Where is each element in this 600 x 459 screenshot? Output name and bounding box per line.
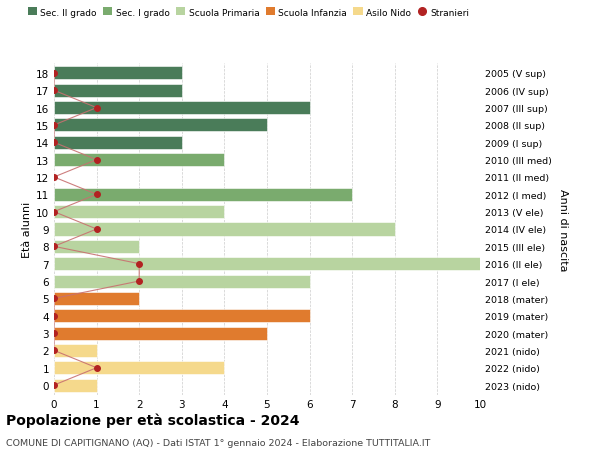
Bar <box>54 257 480 271</box>
Bar <box>54 309 310 323</box>
Bar <box>54 223 395 236</box>
Bar <box>54 84 182 98</box>
Bar <box>54 102 310 115</box>
Y-axis label: Anni di nascita: Anni di nascita <box>559 188 568 271</box>
Bar <box>54 275 310 288</box>
Bar <box>54 292 139 305</box>
Bar <box>54 136 182 150</box>
Bar <box>54 154 224 167</box>
Y-axis label: Età alunni: Età alunni <box>22 202 32 257</box>
Bar <box>54 361 224 375</box>
Bar <box>54 379 97 392</box>
Bar <box>54 327 267 340</box>
Text: Popolazione per età scolastica - 2024: Popolazione per età scolastica - 2024 <box>6 413 299 428</box>
Bar <box>54 188 352 202</box>
Legend: Sec. II grado, Sec. I grado, Scuola Primaria, Scuola Infanzia, Asilo Nido, Stran: Sec. II grado, Sec. I grado, Scuola Prim… <box>24 5 473 21</box>
Bar <box>54 119 267 132</box>
Bar <box>54 67 182 80</box>
Bar <box>54 206 224 218</box>
Text: COMUNE DI CAPITIGNANO (AQ) - Dati ISTAT 1° gennaio 2024 - Elaborazione TUTTITALI: COMUNE DI CAPITIGNANO (AQ) - Dati ISTAT … <box>6 438 430 448</box>
Bar <box>54 344 97 357</box>
Bar <box>54 241 139 253</box>
